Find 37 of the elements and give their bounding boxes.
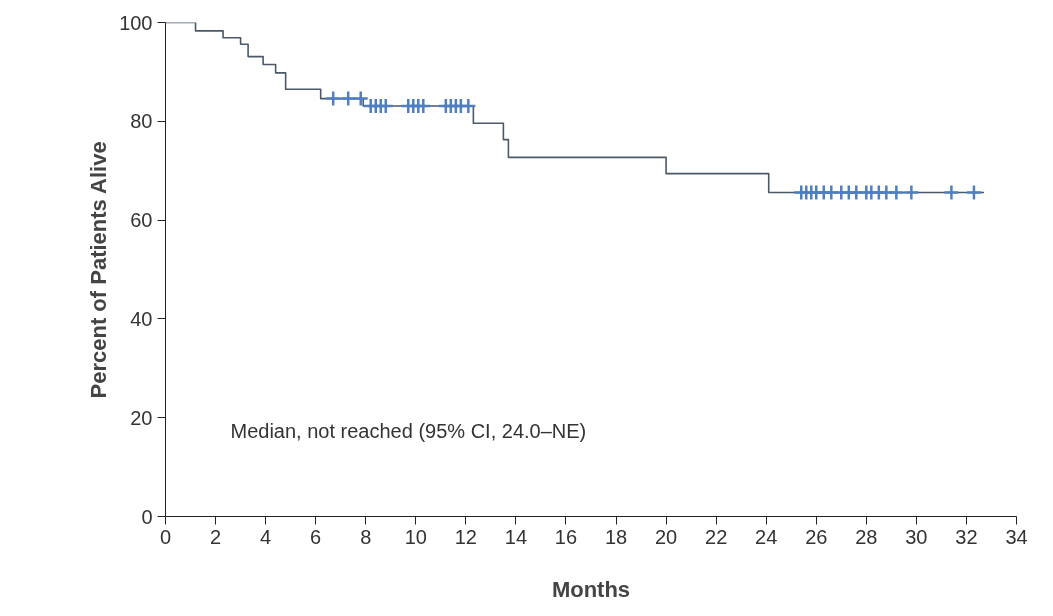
annotation: Median, not reached (95% CI, 24.0–NE) (230, 419, 587, 442)
point (377, 97, 395, 115)
x-tick-label: 22 (705, 525, 728, 548)
x-tick-label: 8 (360, 525, 372, 548)
y-tick-label: 80 (130, 110, 153, 133)
y-tick-label: 20 (130, 406, 153, 429)
x-tick-label: 26 (805, 525, 828, 548)
point (352, 90, 369, 107)
x-tick-label: 28 (855, 525, 878, 548)
point (339, 90, 357, 107)
point (943, 184, 960, 201)
x-tick-label: 18 (604, 525, 628, 548)
x-tick-label: 0 (159, 525, 172, 548)
x-tick-label: 12 (454, 525, 477, 548)
point (965, 184, 983, 201)
x-tick-label: 20 (654, 525, 678, 548)
x-tick-label: 30 (905, 525, 928, 548)
y-tick-label: 100 (119, 11, 153, 34)
x-tick-label: 6 (310, 525, 322, 548)
y-axis-title: Percent of Patients Alive (86, 141, 112, 399)
y-tick-label: 40 (130, 307, 153, 330)
x-axis-title: Months (551, 576, 631, 602)
x-tick-label: 32 (955, 525, 978, 548)
x-tick-label: 24 (755, 525, 778, 548)
x-tick-label: 34 (1005, 525, 1028, 548)
y-tick-label: 0 (141, 505, 153, 528)
point (324, 90, 342, 107)
point (460, 97, 477, 115)
x-tick-label: 4 (260, 525, 272, 548)
x-tick-label: 16 (554, 525, 578, 548)
x-tick-label: 10 (404, 525, 427, 548)
point (415, 97, 432, 115)
point (903, 184, 920, 201)
point (888, 184, 905, 201)
x-tick-label: 2 (210, 525, 222, 548)
y-tick-label: 60 (130, 209, 153, 232)
x-tick-label: 14 (504, 525, 528, 548)
